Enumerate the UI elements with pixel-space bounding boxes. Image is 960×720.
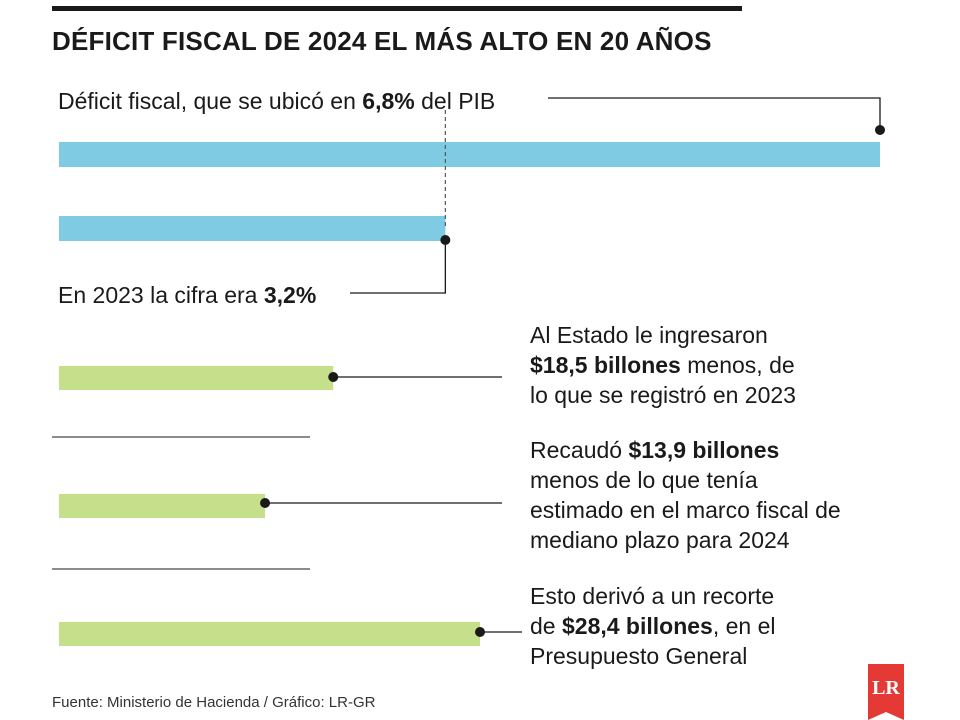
bar-deficit-2024	[59, 142, 880, 167]
leader-deficit-2024	[548, 97, 881, 130]
chart-title: DÉFICIT FISCAL DE 2024 EL MÁS ALTO EN 20…	[52, 26, 712, 56]
bar-billones-2	[59, 494, 266, 518]
lr-logo: LR	[868, 664, 904, 720]
top-rule	[52, 6, 742, 11]
marker-billones-3	[475, 627, 485, 637]
marker-deficit-2024	[875, 125, 885, 135]
leader-deficit-2023	[350, 240, 447, 294]
marker-billones-2	[260, 498, 271, 508]
annotation-ingresos: Al Estado le ingresaron $18,5 billones m…	[530, 322, 796, 408]
marker-deficit-2023	[440, 235, 451, 245]
bar-deficit-2023	[59, 216, 446, 241]
annotation-recorte: Esto derivó a un recorte de $28,4 billon…	[530, 583, 776, 669]
bar-billones-3	[59, 622, 480, 646]
annotation-recaudo: Recaudó $13,9 billones menos de lo que t…	[530, 437, 841, 553]
bar-billones-1	[59, 366, 334, 390]
marker-billones-1	[328, 372, 339, 382]
source-note: Fuente: Ministerio de Hacienda / Gráfico…	[52, 694, 376, 711]
annotation-deficit-2023: En 2023 la cifra era 3,2%	[58, 282, 317, 308]
annotation-deficit-2024: Déficit fiscal, que se ubicó en 6,8% del…	[58, 88, 496, 114]
